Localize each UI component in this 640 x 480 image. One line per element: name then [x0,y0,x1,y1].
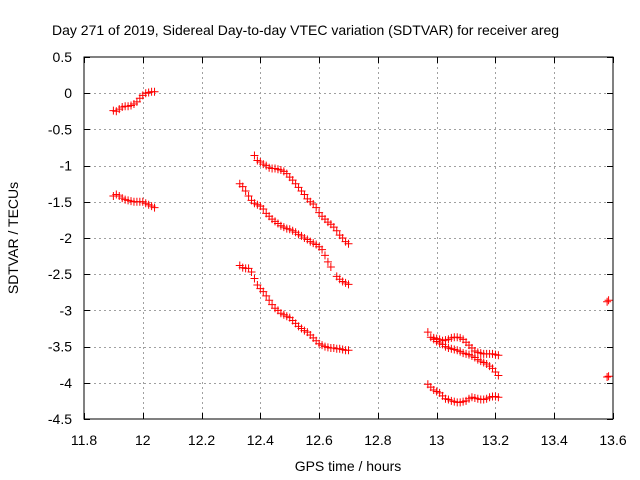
data-point [241,186,250,195]
data-point [250,274,259,283]
axis-ticks [84,57,614,420]
x-tick-label: 13.4 [541,432,568,448]
x-tick-label: 12.8 [364,432,391,448]
data-point [300,190,309,199]
data-point [494,351,503,360]
data-point [262,291,271,300]
x-tick-label: 12.6 [305,432,332,448]
x-tick-label: 12 [135,432,151,448]
data-point [604,296,613,305]
y-tick-label: 0.5 [53,49,73,65]
plot-frame [83,56,614,420]
y-tick-label: -4.5 [48,411,72,427]
data-point [244,192,253,201]
y-tick-label: -1.5 [48,194,72,210]
series-arc-1b [109,190,159,212]
data-point [326,262,335,271]
data-point [494,393,503,402]
y-tick-label: -3.5 [48,339,72,355]
data-point [318,245,327,254]
y-axis-label: SDTVAR / TECUs [5,182,21,294]
x-tick-label: 13.2 [482,432,509,448]
series-arc-3a [423,328,503,360]
series-arc-1a [109,87,159,116]
data-point [494,371,503,380]
data-point [238,182,247,191]
y-tick-label: -4 [60,375,73,391]
data-point [259,287,268,296]
data-point [320,251,329,260]
data-point [332,226,341,235]
data-point [323,257,332,266]
x-tick-label: 12.4 [247,432,274,448]
data-point [423,328,432,337]
data-point [259,205,268,214]
data-point [344,346,353,355]
x-tick-label: 13.6 [599,432,626,448]
data-point [247,268,256,277]
series-arc-2c [235,261,353,355]
y-tick-label: 0 [64,85,72,101]
data-point [603,297,612,306]
data-point [250,151,259,160]
data-point [150,87,159,96]
data-point [265,296,274,305]
chart-title: Day 271 of 2019, Sidereal Day-to-day VTE… [52,22,559,38]
data-point [344,239,353,248]
data-point [312,203,321,212]
x-tick-labels: 11.8 12 12.2 12.4 12.6 12.8 13 13.2 13.4 13.6 [71,432,627,448]
y-tick-label: -0.5 [48,121,72,137]
series-arc-3c [423,380,503,407]
data-points [109,87,613,407]
x-tick-label: 13 [429,432,445,448]
x-tick-label: 11.8 [71,432,97,448]
x-tick-label: 12.2 [188,432,215,448]
series-arc-2a [250,151,353,248]
y-tick-label: -2.5 [48,266,72,282]
y-tick-label: -3 [60,302,73,318]
series-arc-3b [429,335,503,380]
data-point [603,373,612,382]
y-tick-label: -1 [60,158,73,174]
data-point [344,280,353,289]
y-tick-labels: 0.5 0 -0.5 -1 -1.5 -2 -2.5 -3 -3.5 -4 -4.5 [48,49,72,427]
series-arc-4 [603,296,613,382]
y-tick-label: -2 [60,230,73,246]
data-point [604,372,613,381]
data-point [150,203,159,212]
x-axis-label: GPS time / hours [295,458,402,474]
series-arc-2b [235,179,353,289]
grid [84,57,613,419]
